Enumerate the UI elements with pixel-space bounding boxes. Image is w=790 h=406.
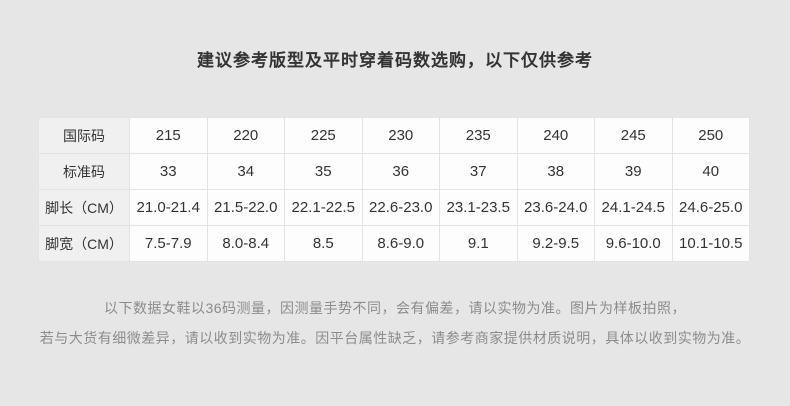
- size-row-header: 标准码: [38, 153, 130, 190]
- disclaimer-line-1: 以下数据女鞋以36码测量，因测量手势不同，会有偏差，请以实物为准。图片为样板拍照…: [103, 300, 687, 316]
- size-cell: 24.6-25.0: [671, 189, 750, 226]
- size-row-header: 脚长（CM）: [38, 189, 130, 226]
- size-cell: 22.6-23.0: [361, 189, 440, 226]
- size-cell: 225: [284, 117, 363, 154]
- size-cell: 40: [671, 153, 750, 190]
- size-table: 国际码 215 220 225 230 235 240 245 250 标准码 …: [38, 117, 750, 262]
- size-cell: 37: [439, 153, 518, 190]
- size-cell: 9.6-10.0: [594, 225, 673, 262]
- size-cell: 8.0-8.4: [206, 225, 285, 262]
- size-cell: 23.1-23.5: [439, 189, 518, 226]
- size-cell: 24.1-24.5: [594, 189, 673, 226]
- disclaimer-text: 以下数据女鞋以36码测量，因测量手势不同，会有偏差，请以实物为准。图片为样板拍照…: [0, 293, 790, 353]
- size-cell: 250: [671, 117, 750, 154]
- size-cell: 21.5-22.0: [206, 189, 285, 226]
- table-row-foot-width: 脚宽（CM） 7.5-7.9 8.0-8.4 8.5 8.6-9.0 9.1 9…: [38, 225, 750, 262]
- size-cell: 8.5: [284, 225, 363, 262]
- size-cell: 21.0-21.4: [129, 189, 208, 226]
- page-title: 建议参考版型及平时穿着码数选购，以下仅供参考: [197, 51, 593, 70]
- size-cell: 22.1-22.5: [284, 189, 363, 226]
- size-cell: 10.1-10.5: [671, 225, 750, 262]
- size-cell: 245: [594, 117, 673, 154]
- size-cell: 39: [594, 153, 673, 190]
- disclaimer-line-2: 若与大货有细微差异，请以收到实物为准。因平台属性缺乏，请参考商家提供材质说明，具…: [39, 330, 751, 346]
- size-cell: 235: [439, 117, 518, 154]
- size-cell: 220: [206, 117, 285, 154]
- size-cell: 36: [361, 153, 440, 190]
- size-cell: 33: [129, 153, 208, 190]
- size-cell: 23.6-24.0: [516, 189, 595, 226]
- size-table-body: 国际码 215 220 225 230 235 240 245 250 标准码 …: [38, 117, 750, 262]
- size-cell: 34: [206, 153, 285, 190]
- size-row-header: 国际码: [38, 117, 130, 154]
- size-cell: 7.5-7.9: [129, 225, 208, 262]
- table-row-international-size: 国际码 215 220 225 230 235 240 245 250: [38, 117, 750, 154]
- size-cell: 38: [516, 153, 595, 190]
- size-cell: 35: [284, 153, 363, 190]
- size-cell: 8.6-9.0: [361, 225, 440, 262]
- table-row-foot-length: 脚长（CM） 21.0-21.4 21.5-22.0 22.1-22.5 22.…: [38, 189, 750, 226]
- size-cell: 9.2-9.5: [516, 225, 595, 262]
- size-cell: 9.1: [439, 225, 518, 262]
- size-cell: 230: [361, 117, 440, 154]
- size-row-header: 脚宽（CM）: [38, 225, 130, 262]
- size-cell: 240: [516, 117, 595, 154]
- table-row-standard-size: 标准码 33 34 35 36 37 38 39 40: [38, 153, 750, 190]
- size-cell: 215: [129, 117, 208, 154]
